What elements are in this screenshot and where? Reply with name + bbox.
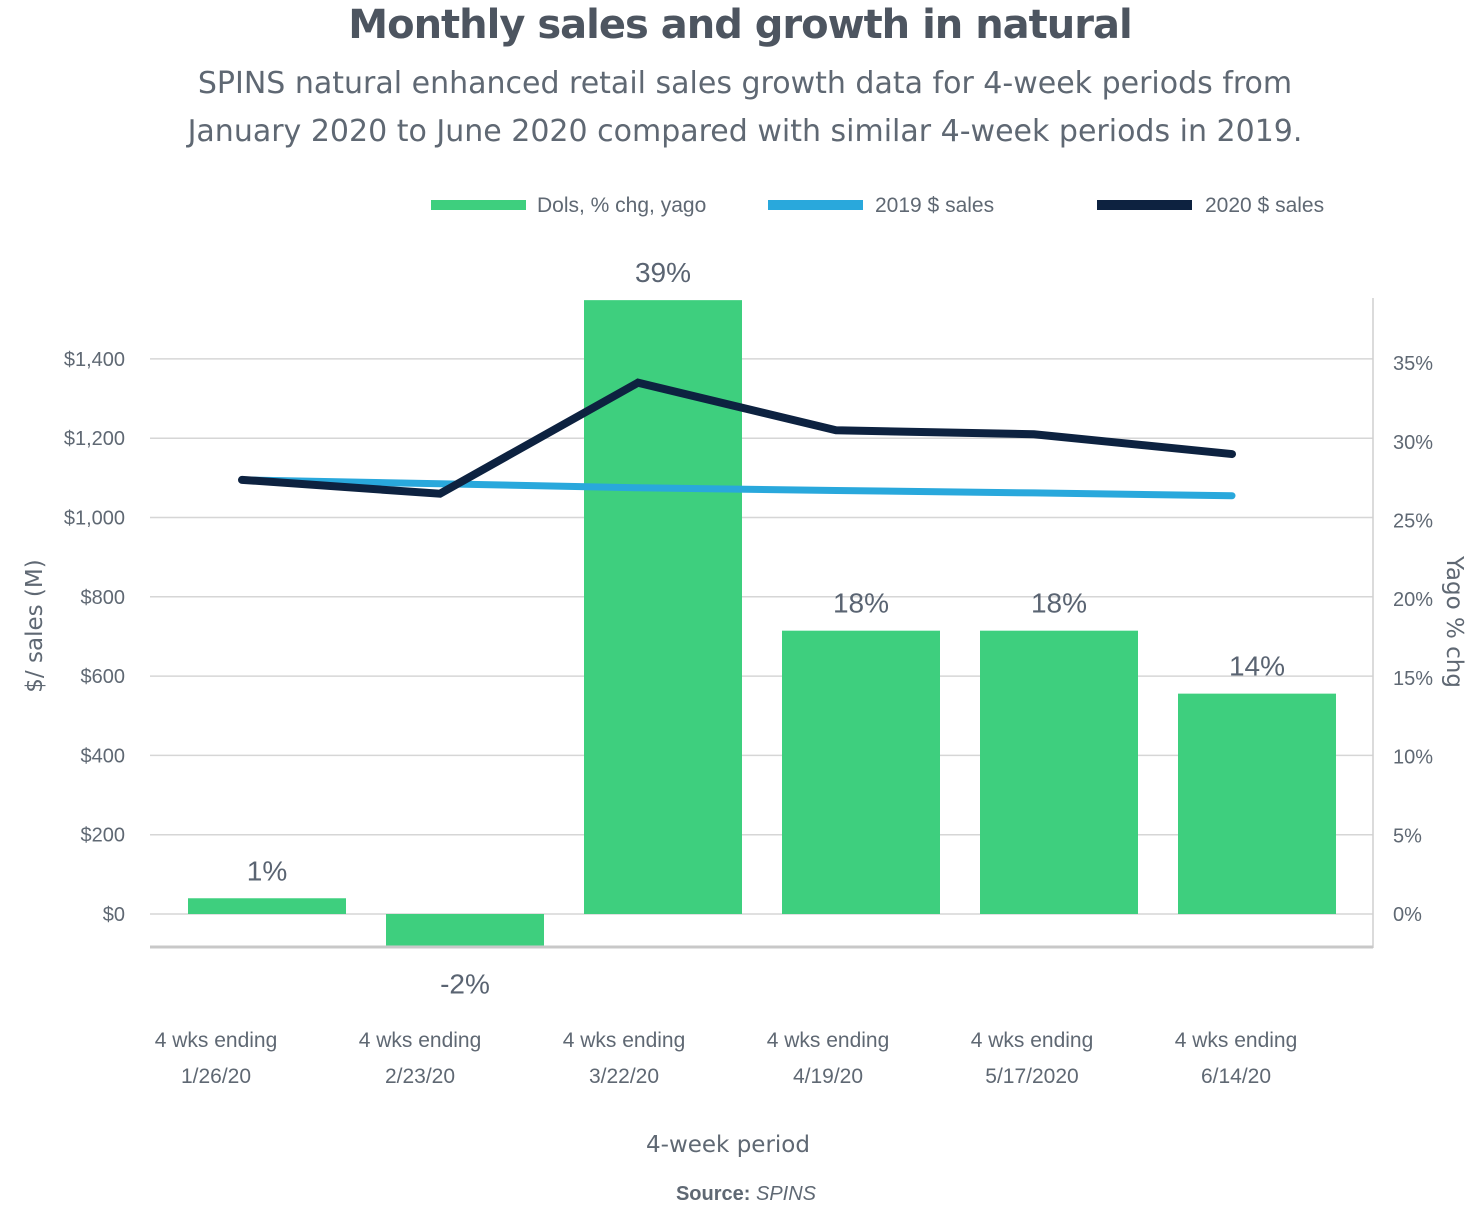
legend-label: 2019 $ sales	[875, 194, 994, 217]
x-tick-label-line1: 4 wks ending	[359, 1029, 482, 1052]
chart-subtitle-line2: January 2020 to June 2020 compared with …	[187, 114, 1303, 149]
chart-subtitle-line1: SPINS natural enhanced retail sales grow…	[197, 66, 1293, 101]
y-right-axis-title: Yago % chg	[1441, 555, 1467, 688]
x-tick-label-line2: 4/19/20	[793, 1065, 863, 1088]
y-left-tick-label: $1,400	[64, 349, 125, 371]
x-tick-label-line2: 5/17/2020	[985, 1065, 1078, 1088]
bar-data-label: 18%	[833, 588, 889, 619]
data-labels: 1% -2% 39% 18% 18% 14%	[247, 257, 1285, 999]
legend-swatch	[431, 200, 526, 210]
chart-title: Monthly sales and growth in natural	[348, 2, 1132, 48]
bar-data-label: 18%	[1031, 588, 1087, 619]
x-tick-label-line1: 4 wks ending	[155, 1029, 278, 1052]
y-right-tick-label: 35%	[1393, 353, 1433, 375]
x-tick-label-line1: 4 wks ending	[767, 1029, 890, 1052]
y-right-tick-label: 0%	[1393, 904, 1422, 926]
bar	[188, 898, 346, 914]
gridlines	[150, 358, 1373, 915]
y-right-tick-label: 30%	[1393, 432, 1433, 454]
y-right-tick-label: 25%	[1393, 511, 1433, 533]
y-right-tick-label: 20%	[1393, 589, 1433, 611]
legend-swatch	[1097, 200, 1192, 210]
bar-data-label: 14%	[1229, 651, 1285, 682]
line-2020-sales	[238, 378, 1236, 498]
source-value: SPINS	[756, 1183, 817, 1205]
axes: $0 $200 $400 $600 $800 $1,000 $1,200 $1,400 0% 5%…	[22, 298, 1467, 1158]
bar	[782, 630, 940, 914]
y-left-tick-label: $1,200	[64, 428, 125, 450]
bar-series	[188, 300, 1336, 946]
y-left-tick-label: $600	[81, 666, 126, 688]
legend-swatch	[768, 200, 863, 210]
y-right-tick-label: 5%	[1393, 825, 1422, 847]
line-2019-sales	[238, 476, 1236, 500]
line-series	[238, 378, 1236, 500]
bar	[980, 630, 1138, 914]
y-left-tick-label: $400	[81, 745, 126, 767]
y-left-tick-label: $0	[103, 904, 125, 926]
x-axis-title: 4-week period	[646, 1132, 810, 1158]
legend: Dols, % chg, yago 2019 $ sales 2020 $ sale…	[431, 194, 1324, 217]
x-tick-label-line2: 6/14/20	[1201, 1065, 1271, 1088]
source-label: Source:	[675, 1183, 751, 1205]
legend-label: 2020 $ sales	[1205, 194, 1324, 217]
y-right-tick-label: 15%	[1393, 668, 1433, 690]
y-left-tick-label: $200	[81, 825, 126, 847]
bar-data-label: 39%	[635, 257, 691, 288]
source-note: Source: SPINS	[0, 1183, 1480, 1206]
x-tick-label-line1: 4 wks ending	[1175, 1029, 1298, 1052]
x-tick-label-line1: 4 wks ending	[563, 1029, 686, 1052]
bar	[386, 914, 544, 946]
bar-data-label: -2%	[440, 968, 490, 999]
x-tick-label-line1: 4 wks ending	[971, 1029, 1094, 1052]
bar-data-label: 1%	[247, 855, 287, 886]
y-left-tick-label: $1,000	[64, 508, 125, 530]
x-tick-label-line2: 1/26/20	[181, 1065, 251, 1088]
bar	[1178, 693, 1336, 914]
y-left-tick-label: $800	[81, 587, 126, 609]
y-left-axis-title: $/ sales (M)	[22, 559, 48, 692]
x-tick-label-line2: 2/23/20	[385, 1065, 455, 1088]
y-right-tick-label: 10%	[1393, 747, 1433, 769]
x-tick-label-line2: 3/22/20	[589, 1065, 659, 1088]
legend-label: Dols, % chg, yago	[537, 194, 706, 217]
